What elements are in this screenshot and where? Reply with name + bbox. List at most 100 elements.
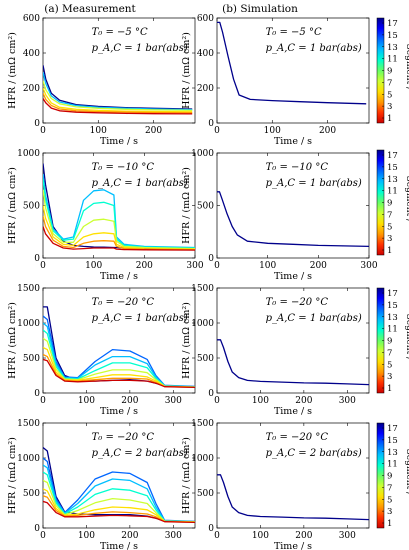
colorbar-tick-label: 5	[387, 495, 392, 505]
column-title-measurement: (a) Measurement	[44, 3, 136, 15]
colorbar-tick-label: 13	[387, 43, 398, 53]
y-tick-label: 0	[208, 389, 214, 399]
x-tick-label: 200	[121, 531, 138, 541]
y-tick-label: 400	[197, 49, 214, 59]
series-line-segment-13	[43, 72, 193, 111]
colorbar-tick-label: 17	[387, 289, 398, 299]
x-axis-label: Time / s	[274, 271, 312, 282]
pressure-annotation: p_A,C = 1 bar(abs)	[266, 313, 362, 324]
y-axis-label: HFR / (mΩ cm²)	[7, 302, 18, 379]
series-line	[217, 21, 367, 105]
x-tick-label: 0	[214, 396, 220, 406]
y-tick-label: 1000	[17, 149, 40, 159]
panel-a2: 0 100 200 300 0 500 1000 Time / s HFR / (mΩ cm²)…	[7, 149, 204, 282]
y-tick-label: 0	[208, 254, 214, 264]
series-line	[217, 339, 369, 386]
y-tick-label: 500	[197, 202, 214, 212]
colorbar-tick-label: 5	[387, 222, 392, 232]
panel-b1: 0 100 200 0 200 400 600 Time / s HFR / (mΩ cm²) T…	[181, 14, 370, 147]
colorbar-tick-label: 9	[387, 472, 392, 482]
pressure-annotation: p_A,C = 1 bar(abs)	[92, 178, 188, 189]
y-tick-label: 1500	[191, 284, 214, 294]
pressure-annotation: p_A,C = 1 bar(abs)	[92, 313, 188, 324]
pressure-annotation: p_A,C = 2 bar(abs)	[266, 448, 362, 459]
y-tick-label: 1000	[191, 149, 214, 159]
colorbar-tick-label: 15	[387, 436, 398, 446]
x-axis-label: Time / s	[100, 271, 138, 282]
series-line-segment-3	[43, 93, 193, 114]
x-tick-label: 0	[40, 396, 46, 406]
panel-b3: 0 100 200 300 0 500 1000 1500 Time / s HFR / (mΩ …	[181, 284, 370, 417]
series-group	[43, 306, 195, 389]
y-tick-label: 1500	[17, 284, 40, 294]
colorbar-tick-label: 1	[387, 384, 392, 394]
colorbar-tick-label: 15	[387, 163, 398, 173]
colorbar-tick-label: 7	[387, 483, 392, 493]
temperature-annotation: T₀ = −5 °C	[92, 27, 148, 38]
y-tick-label: 200	[23, 84, 40, 94]
series-line-segment-1	[43, 358, 195, 389]
x-tick-label: 0	[214, 531, 220, 541]
colorbar-tick-label: 7	[387, 210, 392, 220]
colorbar-tick-label: 1	[387, 246, 392, 256]
colorbar-tick-label: 11	[387, 325, 398, 335]
colorbar-tick-label: 11	[387, 55, 398, 65]
x-tick-label: 100	[90, 126, 107, 136]
pressure-annotation: p_A,C = 2 bar(abs)	[92, 448, 188, 459]
x-axis-label: Time / s	[274, 136, 312, 147]
series-line-segment-15	[43, 315, 195, 388]
series-line-segment-5	[43, 87, 193, 113]
y-tick-label: 500	[23, 202, 40, 212]
y-tick-label: 1000	[191, 319, 214, 329]
x-tick-label: 300	[165, 531, 182, 541]
y-tick-label: 0	[208, 119, 214, 129]
series-line-segment-3	[43, 215, 195, 251]
series-line-segment-13	[43, 322, 195, 388]
series-group	[217, 339, 369, 386]
temperature-annotation: T₀ = −20 °C	[92, 432, 155, 443]
colorbar-label: Segment / –	[404, 44, 409, 98]
colorbar-tick-label: 7	[387, 348, 392, 358]
colorbar-tick-label: 9	[387, 67, 392, 77]
y-axis-label: HFR / (mΩ cm²)	[7, 437, 18, 514]
x-tick-label: 300	[186, 261, 203, 271]
x-axis-label: Time / s	[274, 541, 312, 550]
x-tick-label: 100	[252, 396, 269, 406]
y-tick-label: 600	[23, 14, 40, 24]
x-tick-label: 200	[145, 126, 162, 136]
series-group	[43, 163, 195, 251]
y-axis-label: HFR / (mΩ cm²)	[7, 167, 18, 244]
x-tick-label: 300	[360, 261, 377, 271]
series-line-segment-11	[43, 179, 195, 249]
x-tick-label: 200	[295, 531, 312, 541]
series-line-segment-11	[43, 329, 195, 388]
colorbar-tick-label: 17	[387, 424, 398, 434]
y-axis-label: HFR / (mΩ cm²)	[7, 32, 18, 109]
x-axis-label: Time / s	[100, 136, 138, 147]
colorbar-tick-label: 15	[387, 31, 398, 41]
series-group	[217, 21, 367, 105]
colorbar-tick-label: 11	[387, 187, 398, 197]
panel-a4: 0 100 200 300 0 500 1000 1500 Time / s HFR / (mΩ …	[7, 419, 196, 550]
x-tick-label: 0	[40, 126, 46, 136]
x-tick-label: 100	[78, 531, 95, 541]
plot-frame	[216, 152, 370, 259]
panel-b4: 0 100 200 300 0 500 1000 1500 Time / s HFR / (mΩ …	[181, 419, 370, 550]
y-tick-label: 400	[23, 49, 40, 59]
y-tick-label: 500	[197, 354, 214, 364]
series-line-segment-3	[43, 495, 195, 523]
y-tick-label: 0	[208, 524, 214, 534]
y-tick-label: 600	[197, 14, 214, 24]
x-tick-label: 200	[121, 396, 138, 406]
plot-frame	[42, 287, 196, 394]
series-line-segment-9	[43, 189, 195, 250]
series-line-segment-1	[43, 98, 193, 115]
x-axis-label: Time / s	[100, 406, 138, 417]
colorbar-tick-label: 13	[387, 175, 398, 185]
y-axis-label: HFR / (mΩ cm²)	[181, 437, 192, 514]
colorbar-tick-label: 15	[387, 301, 398, 311]
y-axis-label: HFR / (mΩ cm²)	[181, 32, 192, 109]
column-title-simulation: (b) Simulation	[222, 3, 298, 15]
colorbar-tick-label: 13	[387, 448, 398, 458]
